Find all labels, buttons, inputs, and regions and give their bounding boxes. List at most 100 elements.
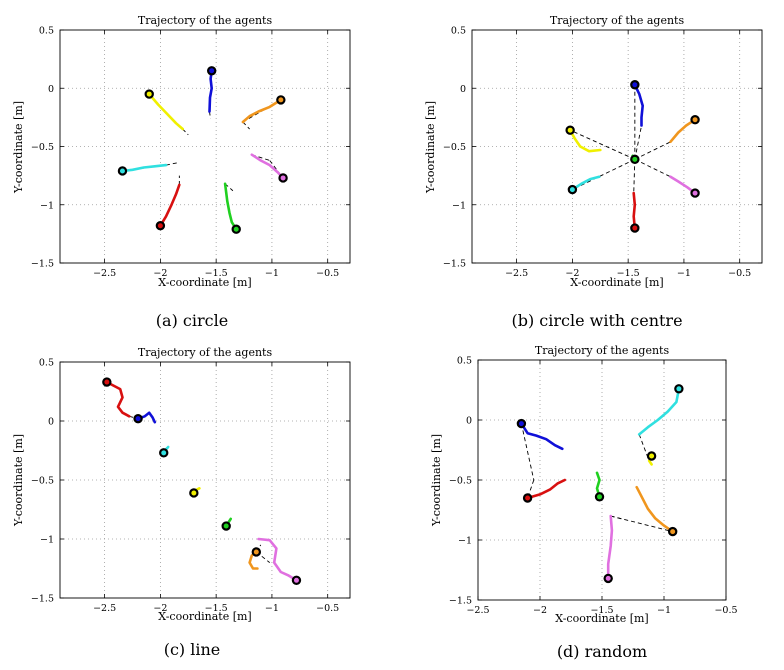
plot-title: Trajectory of the agents (535, 344, 670, 357)
agent-marker-green (630, 154, 640, 165)
caption: (b) circle with centre (511, 311, 682, 330)
dashed-link (633, 159, 636, 194)
agent-marker-blue (133, 413, 143, 424)
x-tick-label: −1.5 (205, 603, 228, 614)
y-tick-label: −0.5 (443, 142, 466, 153)
trajectory-red (526, 478, 567, 500)
plot-area: −2.5 −2 −1.5 −1 −0.5 0.5 0 −0.5 −1 −1.5 (31, 358, 351, 614)
y-tick-label: −0.5 (449, 476, 472, 487)
trajectory-orange (635, 485, 674, 533)
trajectory-blue (633, 83, 644, 127)
dashed-link (182, 128, 189, 136)
x-tick-label: −2 (153, 603, 167, 614)
x-tick-label: −0.5 (316, 603, 339, 614)
x-tick-label: −2 (153, 268, 167, 279)
y-axis-label: Y-coordinate [m] (12, 434, 25, 527)
y-tick-label: 0 (460, 84, 466, 95)
agent-marker-magenta (603, 573, 613, 584)
agent-marker-cyan (117, 166, 128, 176)
agent-marker-magenta (690, 188, 700, 198)
x-tick-label: −0.5 (728, 268, 751, 279)
trajectory-blue (520, 422, 564, 451)
y-tick-label: 0.5 (39, 26, 54, 37)
x-tick-label: −0.5 (714, 605, 737, 616)
x-axis-label: X-coordinate [m] (158, 610, 251, 623)
y-tick-label: 0.5 (451, 26, 466, 37)
agent-marker-green (231, 224, 241, 234)
trajectory-red (632, 191, 637, 230)
dashed-link (569, 129, 636, 160)
agent-marker-blue (630, 80, 640, 90)
trajectory-magenta (606, 514, 614, 580)
dashed-link (165, 162, 178, 166)
trajectory-blue (136, 411, 157, 424)
agent-marker-yellow (189, 488, 199, 498)
trajectory-orange (669, 118, 697, 144)
trajectory-magenta (250, 153, 285, 180)
x-tick-label: −1.5 (617, 268, 640, 279)
plot-area: −2.5 −2 −1.5 −1 −0.5 0.5 0 −0.5 −1 −1.5 (449, 356, 738, 617)
x-tick-label: −2 (533, 605, 547, 616)
x-tick-label: −2.5 (466, 605, 489, 616)
y-tick-label: 0.5 (39, 358, 54, 369)
plot-title: Trajectory of the agents (550, 14, 685, 27)
agent-marker-yellow (646, 451, 657, 461)
y-axis-label: Y-coordinate [m] (424, 101, 437, 194)
panel-d-random: Trajectory of the agents −2.5 −2 −1.5 −1 −0.… (430, 344, 738, 661)
trajectory-yellow (568, 128, 602, 153)
trajectory-cyan (121, 163, 168, 173)
agent-marker-cyan (674, 384, 684, 394)
panel-b-circle-with-centre: Trajectory of the agents −2.5 −2 −1.5 −1 −0.… (424, 14, 763, 330)
y-tick-label: −1.5 (449, 596, 472, 607)
agent-marker-cyan (159, 448, 169, 458)
plot-title: Trajectory of the agents (138, 346, 273, 359)
agent-marker-magenta (278, 173, 288, 183)
trajectory-cyan (571, 175, 601, 191)
y-tick-label: 0.5 (457, 356, 472, 367)
agent-marker-green (221, 521, 231, 531)
x-tick-label: −0.5 (316, 268, 339, 279)
trajectory-magenta (257, 537, 298, 582)
plot-area: −2.5 −2 −1.5 −1 −0.5 0.5 0 −0.5 −1 −1.5 (31, 26, 351, 279)
agent-marker-orange (690, 115, 700, 125)
x-tick-label: −2.5 (93, 268, 116, 279)
x-tick-label: −1 (265, 268, 279, 279)
y-tick-label: −1 (452, 200, 466, 211)
y-tick-label: −1 (458, 536, 472, 547)
trajectory-cyan (637, 387, 681, 436)
agent-marker-green (594, 492, 605, 502)
agent-marker-blue (516, 418, 527, 429)
x-axis-label: X-coordinate [m] (158, 276, 251, 289)
panel-a-circle: Trajectory of the agents −2.5 −2 −1.5 −1 −0.… (12, 14, 351, 330)
y-tick-label: 0 (48, 417, 54, 428)
trajectory-green (223, 182, 238, 231)
x-tick-label: −2.5 (505, 268, 528, 279)
dashed-link (520, 423, 535, 481)
trajectory-blue (208, 69, 213, 113)
dashed-link (634, 125, 642, 160)
y-tick-label: −1.5 (31, 594, 54, 605)
trajectory-red (105, 380, 131, 418)
x-tick-label: −2 (565, 268, 579, 279)
agent-marker-orange (667, 526, 678, 537)
y-axis-label: Y-coordinate [m] (12, 101, 25, 194)
agent-marker-red (630, 223, 640, 233)
x-tick-label: −1 (677, 268, 691, 279)
dashed-link (634, 141, 671, 160)
dashed-link (572, 158, 636, 191)
y-tick-label: 0 (466, 416, 472, 427)
x-tick-label: −1.5 (205, 268, 228, 279)
agent-marker-yellow (565, 125, 575, 135)
agent-marker-yellow (144, 89, 154, 99)
caption: (a) circle (156, 311, 228, 330)
x-tick-label: −2.5 (93, 603, 116, 614)
dashed-link (634, 158, 671, 178)
x-axis-label: X-coordinate [m] (555, 612, 648, 625)
dashed-link (269, 160, 284, 179)
agent-marker-magenta (291, 575, 302, 585)
y-tick-label: 0 (48, 84, 54, 95)
agent-marker-blue (206, 66, 217, 76)
y-axis-label: Y-coordinate [m] (430, 434, 443, 527)
y-tick-label: −1.5 (443, 259, 466, 270)
x-tick-label: −1.5 (590, 605, 613, 616)
